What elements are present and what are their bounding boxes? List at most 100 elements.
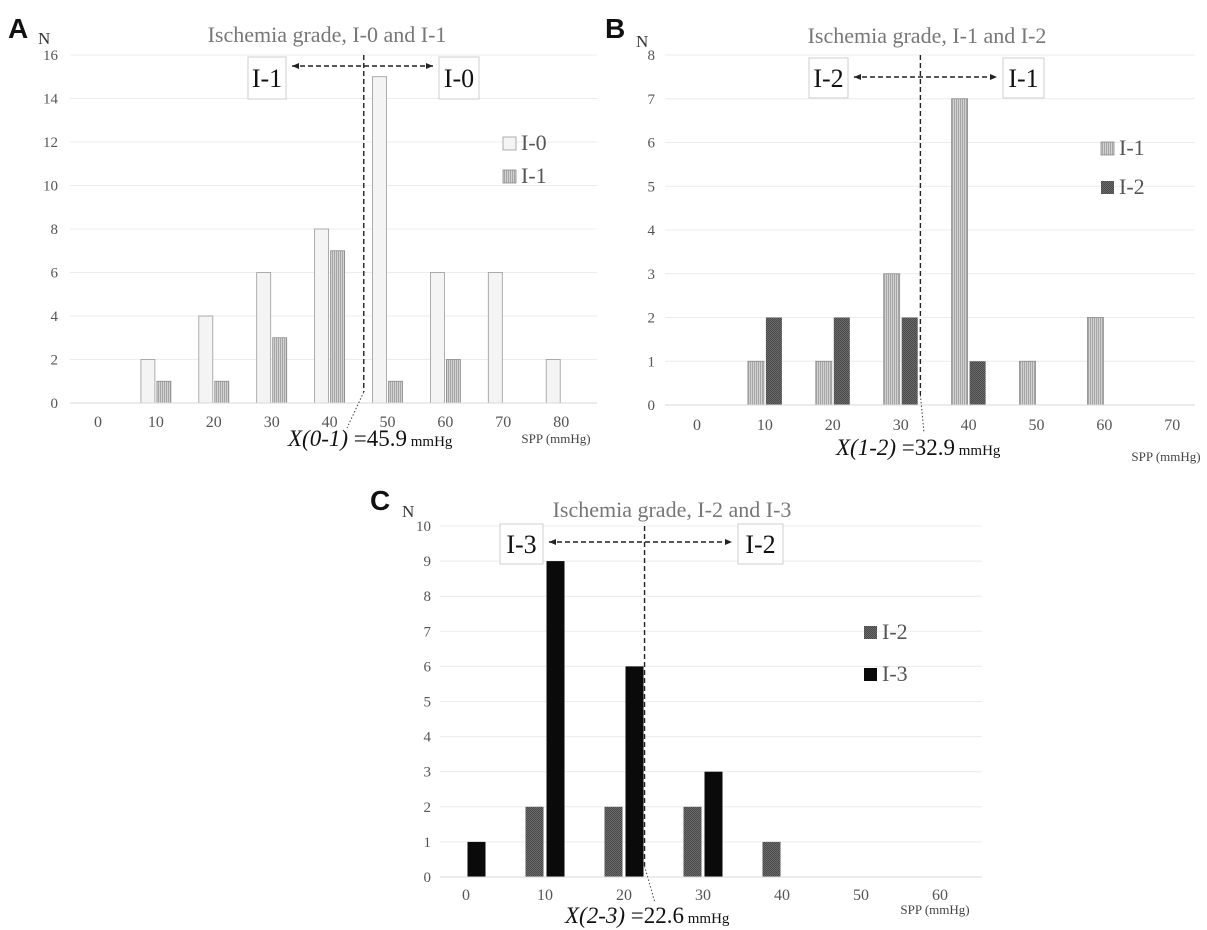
y-tick-label: 5 bbox=[424, 695, 432, 711]
panel-a: A N Ischemia grade, I-0 and I-1 SPP (mmH… bbox=[8, 13, 597, 451]
y-tick-label: 6 bbox=[648, 136, 656, 152]
region-label-box bbox=[737, 523, 784, 565]
legend-label-i-0: I-0 bbox=[521, 130, 547, 155]
bar-i-1-40 bbox=[330, 250, 346, 404]
legend-swatch-i-0 bbox=[502, 136, 517, 151]
legend-swatch-i-1 bbox=[502, 169, 517, 184]
x-tick-label: 30 bbox=[893, 417, 909, 434]
bar-i-0-50 bbox=[372, 76, 387, 404]
x-tick-label: 20 bbox=[616, 887, 632, 904]
region-label-box bbox=[247, 56, 287, 100]
bar-i-1-60 bbox=[445, 359, 461, 404]
x-tick-label: 10 bbox=[757, 417, 773, 434]
y-tick-label: 4 bbox=[648, 223, 656, 239]
x-tick-label: 10 bbox=[537, 887, 553, 904]
y-tick-label: 4 bbox=[424, 730, 432, 746]
bar-i-0-60 bbox=[429, 272, 445, 404]
y-tick-label: 3 bbox=[424, 765, 432, 781]
bar-i-1-10 bbox=[156, 380, 172, 404]
y-tick-label: 0 bbox=[51, 396, 59, 412]
bar-i-3-0 bbox=[467, 841, 486, 877]
legend: I-2 I-3 bbox=[864, 619, 908, 686]
panel-letter-c: C bbox=[370, 485, 390, 516]
bar-i-0-80 bbox=[545, 359, 561, 404]
threshold-annotation: I-1 I-0 X(0-1) =45.9 mmHg bbox=[247, 55, 480, 451]
bar-i-1-10 bbox=[747, 360, 765, 406]
region-label: I-2 bbox=[745, 530, 775, 559]
y-tick-labels: 0 2 4 6 8 10 12 14 16 bbox=[43, 48, 59, 412]
y-tick-labels: 0 1 2 3 4 5 6 7 8 9 10 bbox=[416, 519, 432, 886]
chart-title: Ischemia grade, I-0 and I-1 bbox=[208, 22, 447, 47]
region-label-box bbox=[808, 57, 849, 99]
y-tick-label: 16 bbox=[43, 48, 59, 64]
threshold-leader bbox=[346, 391, 365, 429]
region-label-box bbox=[1002, 57, 1045, 99]
x-tick-label: 50 bbox=[853, 887, 869, 904]
bar-i-2-30 bbox=[683, 806, 702, 877]
chart-title: Ischemia grade, I-1 and I-2 bbox=[808, 23, 1047, 48]
region-label: I-1 bbox=[1008, 64, 1038, 93]
y-tick-label: 8 bbox=[648, 48, 656, 64]
bar-i-2-40 bbox=[762, 841, 781, 877]
bar-i-1-60 bbox=[1087, 317, 1104, 406]
x-tick-label: 0 bbox=[94, 414, 102, 431]
y-tick-label: 9 bbox=[424, 554, 432, 570]
region-label: I-3 bbox=[506, 530, 536, 559]
y-tick-label: 4 bbox=[51, 309, 59, 325]
x-tick-label: 80 bbox=[553, 414, 569, 431]
bars bbox=[747, 98, 1104, 406]
region-label: I-0 bbox=[444, 64, 474, 93]
y-tick-label: 10 bbox=[416, 519, 431, 535]
x-tick-label: 10 bbox=[148, 414, 164, 431]
legend-swatch-i-1 bbox=[1100, 141, 1115, 156]
legend: I-0I-1 bbox=[502, 130, 547, 188]
bar-i-1-30 bbox=[272, 337, 288, 404]
y-tick-label: 2 bbox=[51, 353, 59, 369]
region-label-box bbox=[438, 56, 480, 100]
threshold-annotation: I-3 I-2 X(2-3) =22.6 mmHg bbox=[499, 523, 784, 928]
threshold-value: X(2-3) =22.6 mmHg bbox=[564, 903, 730, 928]
threshold-value: X(0-1) =45.9 mmHg bbox=[287, 426, 453, 451]
y-tick-label: 7 bbox=[424, 624, 432, 640]
panel-b: B N Ischemia grade, I-1 and I-2 SPP (mmH… bbox=[605, 13, 1201, 464]
bar-i-2-20 bbox=[833, 317, 850, 405]
gridlines bbox=[665, 54, 1195, 362]
legend-label-i-1: I-1 bbox=[521, 163, 547, 188]
x-tick-label: 20 bbox=[206, 414, 222, 431]
bar-i-0-40 bbox=[314, 228, 330, 404]
bar-i-2-20 bbox=[604, 806, 623, 877]
legend-label-i-2: I-2 bbox=[1119, 174, 1145, 199]
y-axis-label: N bbox=[636, 32, 648, 51]
y-tick-label: 8 bbox=[51, 222, 59, 238]
threshold-leader bbox=[919, 394, 925, 434]
bars bbox=[140, 76, 561, 404]
x-tick-label: 0 bbox=[693, 417, 701, 434]
bar-i-2-30 bbox=[901, 317, 918, 405]
bar-i-1-40 bbox=[951, 98, 968, 406]
x-tick-label: 20 bbox=[825, 417, 841, 434]
panel-letter-a: A bbox=[8, 13, 28, 44]
bar-i-2-10 bbox=[765, 317, 782, 405]
threshold-annotation: I-2 I-1 X(1-2) =32.9 mmHg bbox=[808, 55, 1045, 460]
y-tick-label: 1 bbox=[424, 835, 432, 851]
legend-label-i-2: I-2 bbox=[882, 619, 908, 644]
y-tick-label: 0 bbox=[424, 870, 432, 886]
x-axis-label: SPP (mmHg) bbox=[521, 431, 590, 446]
y-tick-label: 8 bbox=[424, 589, 432, 605]
bar-i-0-70 bbox=[487, 272, 503, 404]
x-axis-label: SPP (mmHg) bbox=[1131, 449, 1200, 464]
x-tick-label: 70 bbox=[495, 414, 511, 431]
legend-label-i-1: I-1 bbox=[1119, 135, 1145, 160]
y-tick-label: 12 bbox=[43, 135, 58, 151]
bar-i-0-10 bbox=[140, 359, 156, 404]
panel-c: C N Ischemia grade, I-2 and I-3 SPP (mmH… bbox=[370, 485, 982, 928]
bars bbox=[467, 561, 781, 877]
bar-i-1-20 bbox=[815, 360, 833, 406]
y-tick-label: 0 bbox=[648, 398, 656, 414]
bar-i-1-50 bbox=[388, 380, 403, 404]
legend-swatch-i-2 bbox=[1101, 181, 1114, 194]
x-tick-label: 30 bbox=[695, 887, 711, 904]
x-tick-label: 40 bbox=[774, 887, 790, 904]
x-tick-label: 50 bbox=[1029, 417, 1045, 434]
bar-i-1-30 bbox=[883, 273, 901, 406]
